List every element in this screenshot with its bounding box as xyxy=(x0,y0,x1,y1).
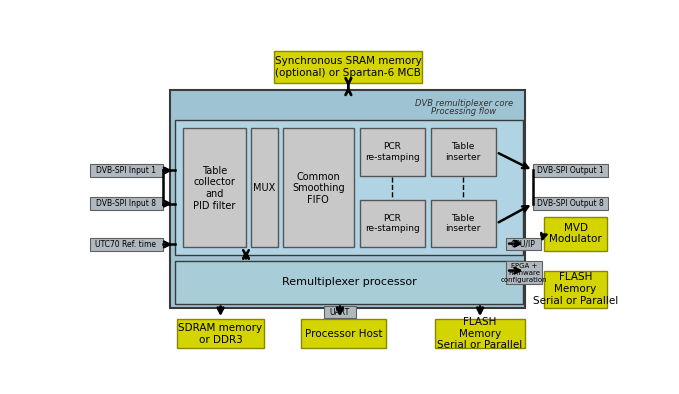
Text: UTC70 Ref. time: UTC70 Ref. time xyxy=(95,240,156,249)
Bar xyxy=(251,128,278,247)
Bar xyxy=(274,51,422,84)
Text: DVB-SPI Input 1: DVB-SPI Input 1 xyxy=(96,166,156,175)
Bar xyxy=(435,319,526,348)
Text: FPGA +
Firmware
configuration: FPGA + Firmware configuration xyxy=(500,263,547,283)
Text: FLASH
Memory
Serial or Parallel: FLASH Memory Serial or Parallel xyxy=(437,317,523,350)
Bar xyxy=(170,89,526,309)
Text: Remultiplexer processor: Remultiplexer processor xyxy=(282,277,416,287)
Text: Processing flow: Processing flow xyxy=(431,108,496,117)
Text: CPU/IP: CPU/IP xyxy=(511,239,536,248)
Bar xyxy=(90,164,163,177)
Bar xyxy=(183,128,246,247)
Bar xyxy=(90,197,163,210)
Bar xyxy=(544,271,607,308)
Text: Common
Smoothing
FIFO: Common Smoothing FIFO xyxy=(292,172,345,205)
Text: DVB-SPI Output 8: DVB-SPI Output 8 xyxy=(537,199,604,208)
Bar xyxy=(430,200,496,247)
Bar xyxy=(175,261,523,304)
Text: MUX: MUX xyxy=(253,183,276,193)
Text: DVB-SPI Output 1: DVB-SPI Output 1 xyxy=(537,166,604,175)
Bar xyxy=(90,238,163,251)
Bar xyxy=(533,197,608,210)
Bar xyxy=(324,306,356,318)
Text: PCR
re-stamping: PCR re-stamping xyxy=(365,142,420,162)
Bar xyxy=(533,164,608,177)
Text: Processor Host: Processor Host xyxy=(305,329,382,339)
Text: UART: UART xyxy=(330,308,350,317)
Bar xyxy=(360,128,425,176)
Text: MVD
Modulator: MVD Modulator xyxy=(549,223,602,244)
Bar xyxy=(360,200,425,247)
Bar xyxy=(507,238,541,250)
Bar xyxy=(507,261,543,284)
Text: SDRAM memory
or DDR3: SDRAM memory or DDR3 xyxy=(179,323,263,344)
Bar xyxy=(544,217,607,251)
Text: Synchronous SRAM memory
(optional) or Spartan-6 MCB: Synchronous SRAM memory (optional) or Sp… xyxy=(275,56,422,78)
Text: Table
inserter: Table inserter xyxy=(445,142,481,162)
Text: DVB remultiplexer core: DVB remultiplexer core xyxy=(415,99,513,108)
Text: DVB-SPI Input 8: DVB-SPI Input 8 xyxy=(96,199,156,208)
Bar xyxy=(175,121,523,255)
Bar xyxy=(301,319,386,348)
Text: Table
collector
and
PID filter: Table collector and PID filter xyxy=(194,166,236,210)
Bar xyxy=(430,128,496,176)
Text: PCR
re-stamping: PCR re-stamping xyxy=(365,214,420,233)
Text: Table
inserter: Table inserter xyxy=(445,214,481,233)
Bar xyxy=(177,319,263,348)
Text: FLASH
Memory
Serial or Parallel: FLASH Memory Serial or Parallel xyxy=(533,273,618,306)
Bar xyxy=(283,128,354,247)
